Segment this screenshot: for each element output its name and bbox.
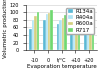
Bar: [46, 14, 48, 50]
Bar: [59, 20, 62, 50]
Bar: [73, 23, 75, 50]
Bar: [84, 31, 87, 50]
Bar: [78, 20, 80, 50]
Bar: [37, 12, 39, 50]
X-axis label: Evaporation temperature: Evaporation temperature: [27, 64, 97, 69]
Bar: [32, 20, 34, 50]
Bar: [62, 18, 64, 50]
Bar: [89, 26, 92, 50]
Bar: [43, 20, 46, 50]
Legend: R134a, R404a, R600a, R717: R134a, R404a, R600a, R717: [66, 8, 94, 34]
Bar: [87, 28, 89, 50]
Bar: [92, 24, 94, 50]
Bar: [48, 13, 50, 50]
Bar: [64, 15, 67, 50]
Bar: [29, 29, 32, 50]
Bar: [34, 16, 37, 50]
Bar: [70, 27, 73, 50]
Bar: [57, 24, 59, 50]
Bar: [75, 22, 78, 50]
Bar: [50, 10, 53, 50]
Y-axis label: Volumetric production: Volumetric production: [3, 0, 8, 58]
